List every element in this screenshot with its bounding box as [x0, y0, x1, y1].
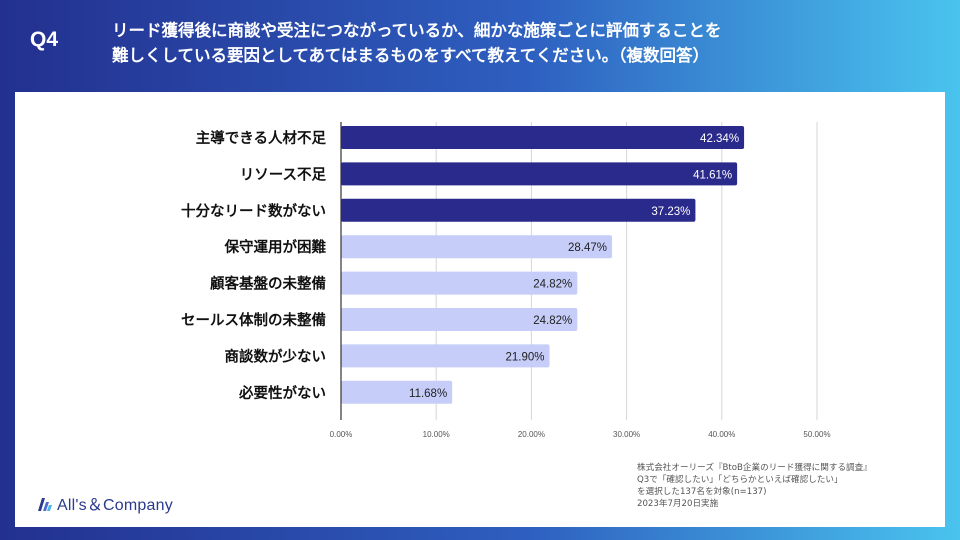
- category-label: セールス体制の未整備: [181, 311, 326, 329]
- x-tick-label: 40.00%: [708, 430, 735, 439]
- x-tick-label: 30.00%: [613, 430, 640, 439]
- bar-value-label: 37.23%: [651, 206, 690, 218]
- bar-value-label: 24.82%: [533, 279, 572, 291]
- category-label: リソース不足: [240, 166, 327, 183]
- company-logo: All's＆Company: [37, 490, 173, 516]
- bar-value-label: 41.61%: [693, 169, 732, 181]
- bar: [341, 271, 578, 295]
- source-line-2: Q3で「確認したい」「どちらかといえば確認したい」: [637, 475, 843, 485]
- bar: [341, 308, 578, 331]
- bar: [341, 162, 738, 186]
- source-line-3: を選択した137名を対象(n=137): [637, 487, 767, 497]
- question-line-1: リード獲得後に商談や受注につながっているか、細かな施策ごとに評価することを: [112, 21, 722, 40]
- chart-panel: 42.34% 主導できる人材不足 41.61% リソース不足 37.23% 十分なリード数…: [15, 92, 945, 527]
- category-label: 必要性がない: [238, 384, 326, 402]
- bar-value-label: 11.68%: [409, 388, 447, 400]
- bar-value-label: 24.82%: [533, 315, 572, 327]
- category-label: 主導できる人材不足: [196, 129, 327, 147]
- bar-chart: 42.34% 主導できる人材不足 41.61% リソース不足 37.23% 十分なリード数…: [181, 122, 831, 439]
- bar: [341, 198, 696, 222]
- bar-value-label: 28.47%: [568, 242, 607, 254]
- question-text: リード獲得後に商談や受注につながっているか、細かな施策ごとに評価することを 難し…: [112, 18, 942, 68]
- bar: [341, 235, 613, 259]
- x-tick-label: 0.00%: [330, 430, 353, 439]
- x-tick-label: 50.00%: [803, 430, 830, 439]
- bar-value-label: 21.90%: [505, 351, 544, 363]
- logo-text: All's＆Company: [57, 497, 173, 514]
- category-label: 商談数が少ない: [225, 347, 327, 365]
- category-label: 顧客基盤の未整備: [210, 275, 326, 293]
- source-line-1: 株式会社オーリーズ『BtoB企業のリード獲得に関する調査』: [637, 463, 872, 473]
- question-number: Q4: [30, 28, 59, 51]
- stacked-bars-logo-icon: [38, 498, 52, 511]
- x-tick-label: 20.00%: [518, 430, 545, 439]
- bar-value-label: 42.34%: [700, 133, 739, 145]
- category-label: 十分なリード数がない: [181, 202, 326, 220]
- bar: [341, 126, 745, 149]
- category-label: 保守運用が困難: [224, 238, 327, 256]
- bar: [341, 344, 550, 368]
- x-tick-label: 10.00%: [423, 430, 450, 439]
- bar: [341, 380, 453, 404]
- source-note: 株式会社オーリーズ『BtoB企業のリード獲得に関する調査』 Q3で「確認したい」…: [637, 462, 937, 510]
- question-line-2: 難しくしている要因としてあてはまるものをすべて教えてください。（複数回答）: [112, 46, 709, 65]
- source-line-4: 2023年7月20日実施: [637, 499, 719, 509]
